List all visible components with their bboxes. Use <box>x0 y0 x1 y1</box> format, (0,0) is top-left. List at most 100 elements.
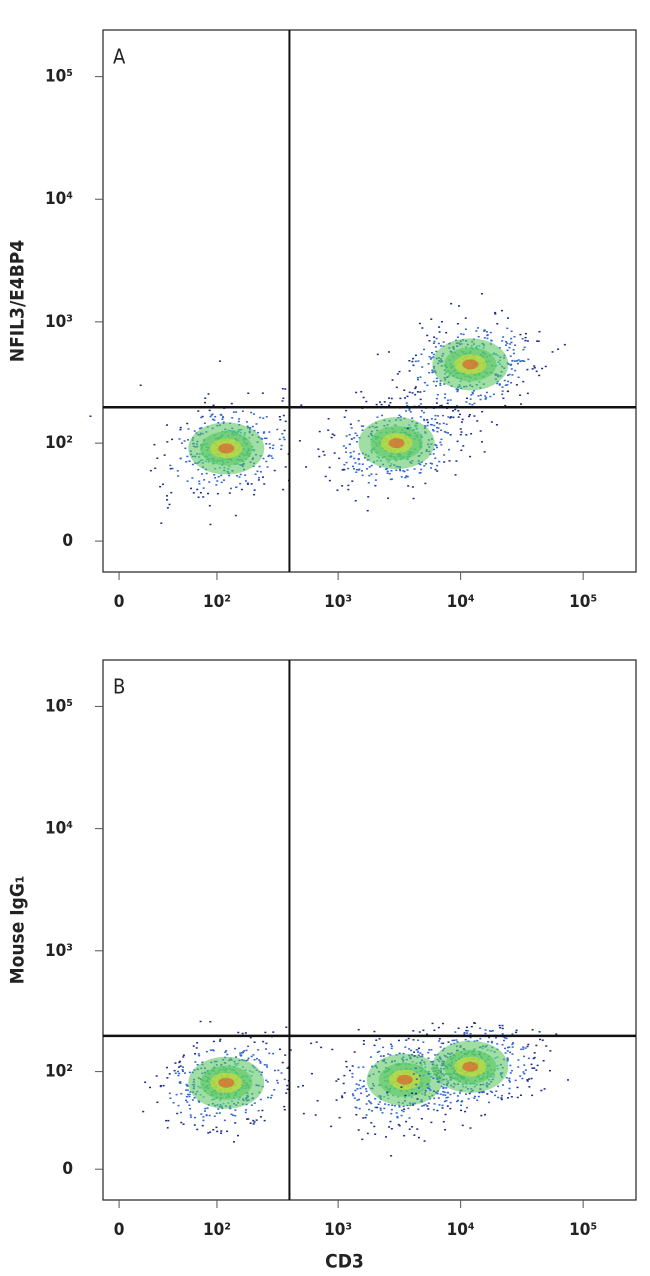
event-dot <box>515 1031 518 1034</box>
event-dot <box>517 376 520 379</box>
x-tick-label: 10⁴ <box>447 1220 475 1240</box>
event-dot <box>407 485 410 487</box>
event-dot <box>217 1108 220 1110</box>
event-dot <box>349 456 352 458</box>
event-dot <box>488 1036 491 1039</box>
event-dot <box>424 1103 427 1106</box>
event-dot <box>232 411 235 413</box>
event-dot <box>351 465 354 468</box>
event-dot <box>193 1124 196 1126</box>
event-dot <box>435 444 438 447</box>
event-dot <box>455 388 458 390</box>
event-dot <box>421 327 424 329</box>
event-dot <box>428 1087 431 1090</box>
event-dot <box>342 468 345 471</box>
event-dot <box>456 405 459 407</box>
event-dot <box>402 470 405 472</box>
event-dot <box>277 1069 280 1072</box>
event-dot <box>445 331 448 334</box>
density-level <box>396 1074 413 1085</box>
event-dot <box>362 1039 365 1042</box>
event-dot <box>234 1109 237 1111</box>
event-dot <box>269 1097 272 1099</box>
event-dot <box>255 1119 258 1121</box>
panel-label: B <box>113 675 125 699</box>
event-dot <box>514 369 517 372</box>
event-dot <box>434 1054 437 1056</box>
event-dot <box>365 1103 368 1105</box>
event-dot <box>398 1124 401 1127</box>
event-dot <box>361 429 364 431</box>
event-dot <box>436 422 439 424</box>
event-dot <box>409 411 412 413</box>
event-dot <box>524 336 527 339</box>
event-dot <box>273 1069 276 1072</box>
x-tick-label: 10⁴ <box>447 592 475 612</box>
event-dot <box>457 416 460 418</box>
event-dot <box>484 1029 487 1031</box>
event-dot <box>506 390 509 393</box>
event-dot <box>318 430 321 433</box>
event-dot <box>480 1114 483 1117</box>
event-dot <box>460 449 463 452</box>
event-dot <box>176 470 179 472</box>
event-dot <box>490 339 493 342</box>
event-dot <box>366 468 369 470</box>
event-dot <box>500 1098 503 1101</box>
event-dot <box>384 468 387 471</box>
event-dot <box>434 457 437 459</box>
event-dot <box>404 476 407 479</box>
event-dot <box>272 1052 275 1055</box>
event-dot <box>447 416 450 418</box>
event-dot <box>200 427 203 429</box>
event-dot <box>432 1108 435 1111</box>
event-dot <box>215 484 218 486</box>
event-dot <box>178 1072 181 1075</box>
event-dot <box>430 318 433 320</box>
event-dot <box>531 1029 534 1031</box>
event-dot <box>395 386 398 389</box>
event-dot <box>263 431 266 433</box>
event-dot <box>213 419 216 421</box>
event-dot <box>370 1110 373 1112</box>
event-dot <box>510 368 513 370</box>
event-dot <box>219 413 222 416</box>
event-dot <box>184 447 187 450</box>
event-dot <box>465 401 468 403</box>
event-dot <box>320 1046 323 1049</box>
event-dot <box>265 460 268 463</box>
event-dot <box>374 1106 377 1109</box>
event-dot <box>226 1053 229 1056</box>
event-dot <box>469 1036 472 1039</box>
event-dot <box>342 445 345 447</box>
event-dot <box>463 1031 466 1034</box>
event-dot <box>498 1024 501 1027</box>
event-dot <box>159 1084 162 1087</box>
event-dot <box>213 474 216 476</box>
event-dot <box>448 460 451 462</box>
event-dot <box>345 435 348 437</box>
event-dot <box>439 1093 442 1095</box>
event-dot <box>379 1109 382 1111</box>
event-dot <box>200 416 203 419</box>
event-dot <box>543 1088 546 1090</box>
event-dot <box>504 404 507 407</box>
event-dot <box>497 1096 500 1099</box>
event-dot <box>181 1070 184 1072</box>
event-dot <box>422 1029 425 1032</box>
event-dot <box>438 331 441 333</box>
event-dot <box>426 1105 429 1107</box>
event-dot <box>432 430 435 432</box>
event-dot <box>355 1107 358 1109</box>
plot-frame <box>102 29 637 573</box>
event-dot <box>482 1090 485 1093</box>
event-dot <box>454 408 457 411</box>
event-dot <box>460 1109 463 1112</box>
event-dot <box>374 1133 377 1135</box>
event-dot <box>517 1066 520 1068</box>
event-dot <box>513 336 516 338</box>
event-dot <box>514 360 517 362</box>
event-dot <box>193 1097 196 1099</box>
event-dot <box>251 425 254 428</box>
event-dot <box>418 1031 421 1033</box>
